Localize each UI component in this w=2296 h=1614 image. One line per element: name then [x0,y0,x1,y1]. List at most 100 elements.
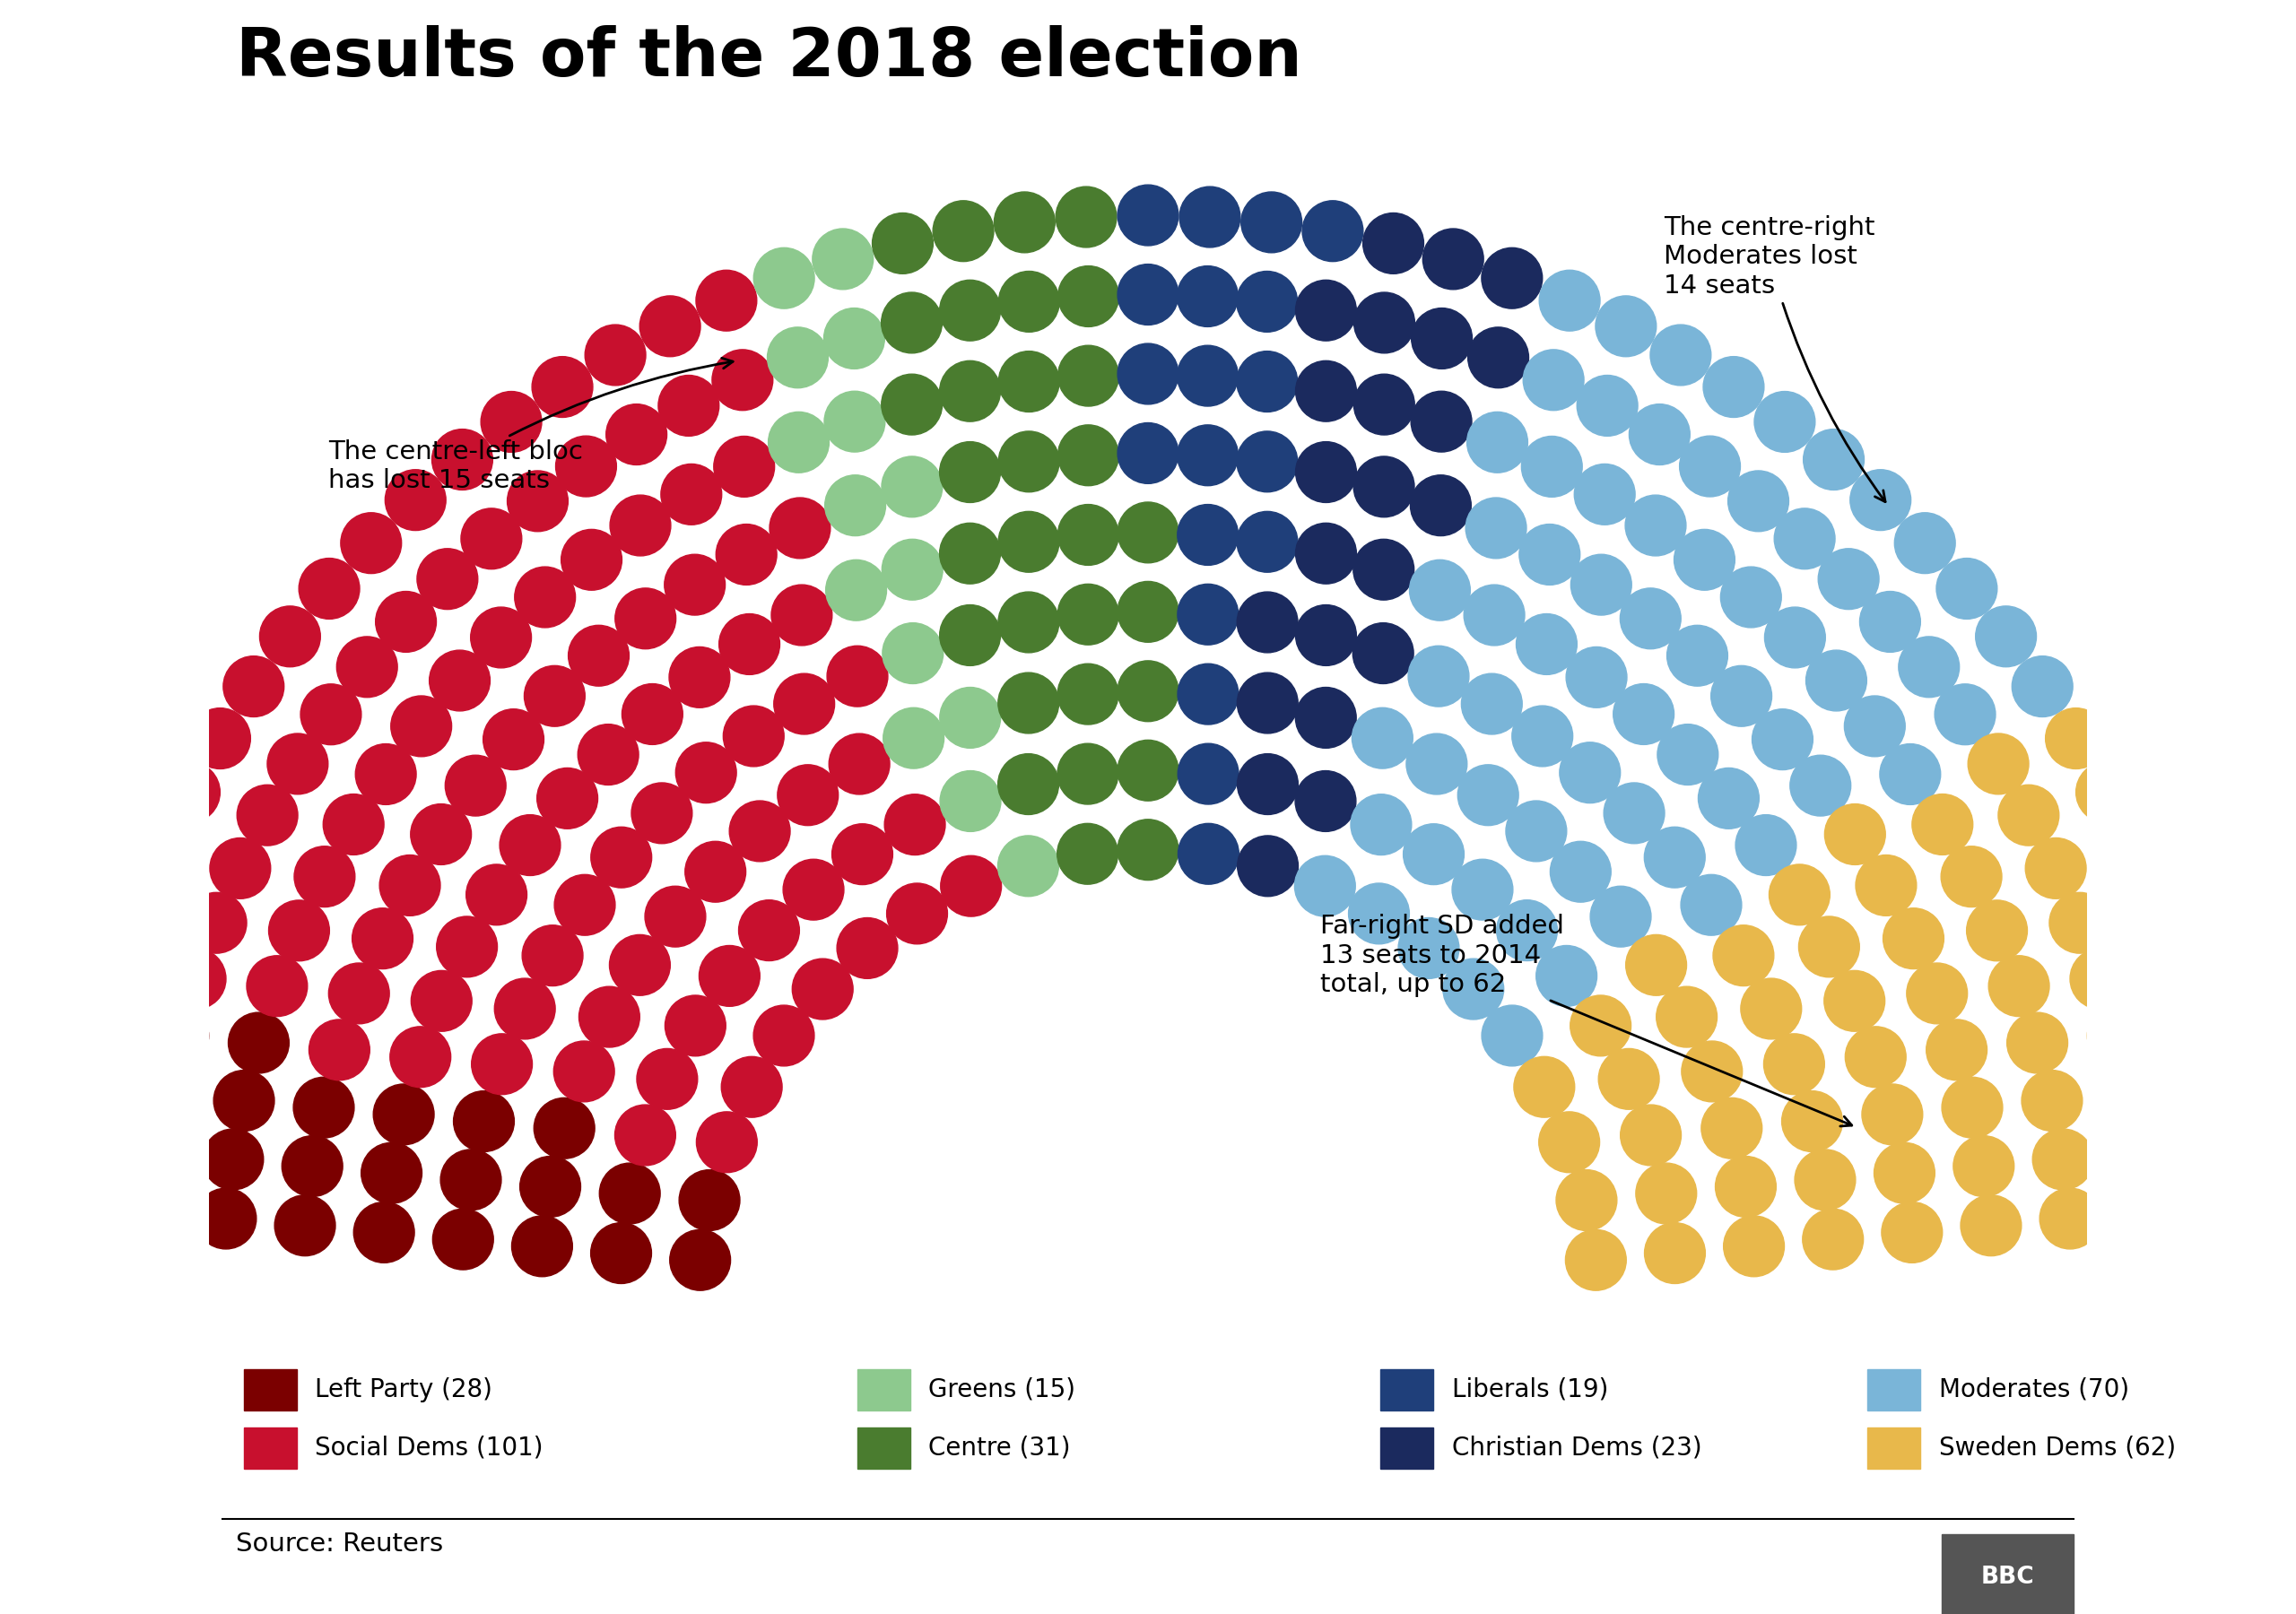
Circle shape [670,1230,730,1291]
Circle shape [466,865,526,925]
Circle shape [1770,865,1830,925]
Circle shape [1906,964,1968,1023]
Circle shape [792,959,854,1020]
Circle shape [1968,901,2027,960]
Circle shape [1724,1215,1784,1277]
Circle shape [771,584,831,646]
Circle shape [714,436,774,497]
Circle shape [354,1202,413,1262]
Circle shape [774,673,836,734]
Circle shape [716,525,776,584]
Circle shape [1942,1077,2002,1138]
Circle shape [1238,352,1297,412]
Circle shape [1596,295,1655,357]
Circle shape [1178,345,1238,407]
Circle shape [1295,362,1357,421]
Circle shape [2112,1122,2172,1183]
Circle shape [1699,768,1759,828]
Circle shape [1412,308,1472,370]
Circle shape [223,655,285,717]
Circle shape [2039,1188,2101,1249]
Circle shape [730,801,790,862]
Circle shape [723,705,783,767]
Circle shape [1621,587,1681,649]
Circle shape [1295,771,1357,831]
Circle shape [1936,558,1998,620]
Circle shape [147,1006,209,1067]
Circle shape [356,744,416,805]
Circle shape [2101,1064,2163,1125]
Circle shape [2165,991,2227,1052]
Circle shape [882,539,944,600]
Circle shape [1410,475,1472,536]
Circle shape [939,771,1001,831]
Circle shape [696,1112,758,1173]
Circle shape [939,605,1001,665]
Circle shape [1651,324,1711,386]
Circle shape [1825,804,1885,865]
Circle shape [1118,265,1178,324]
Circle shape [824,475,886,536]
Circle shape [999,836,1058,896]
Circle shape [1058,663,1118,725]
Circle shape [1520,525,1580,584]
Circle shape [1818,549,1878,610]
Circle shape [1238,592,1297,652]
Circle shape [1424,229,1483,289]
Circle shape [1570,996,1630,1056]
Circle shape [186,893,246,954]
Circle shape [829,734,891,794]
Circle shape [1681,875,1743,936]
Circle shape [1883,909,1945,968]
Circle shape [2179,1052,2241,1112]
Circle shape [1355,457,1414,516]
Circle shape [939,442,1001,502]
Circle shape [1118,741,1178,801]
Circle shape [1795,1149,1855,1210]
Circle shape [684,841,746,902]
Circle shape [1355,292,1414,353]
Circle shape [1954,1136,2014,1196]
Circle shape [1968,733,2030,794]
Circle shape [158,762,220,823]
Circle shape [519,1156,581,1217]
Circle shape [202,1128,264,1190]
Circle shape [659,376,719,436]
Circle shape [2076,762,2138,823]
Circle shape [1855,855,1917,915]
Circle shape [1899,636,1958,697]
Circle shape [1704,357,1763,418]
Circle shape [1295,442,1357,502]
Circle shape [2119,1181,2179,1243]
Bar [856,1369,909,1411]
Circle shape [886,883,948,944]
Text: Social Dems (101): Social Dems (101) [315,1435,544,1461]
Circle shape [1118,344,1178,404]
Circle shape [932,200,994,261]
Circle shape [882,457,941,516]
Circle shape [1451,859,1513,920]
Circle shape [108,875,168,935]
Circle shape [471,607,530,668]
Circle shape [482,709,544,770]
Circle shape [1701,1098,1761,1159]
Circle shape [611,495,670,555]
Text: The centre-left bloc
has lost 15 seats: The centre-left bloc has lost 15 seats [328,358,732,494]
Circle shape [514,567,576,628]
Circle shape [1880,744,1940,805]
Circle shape [783,859,845,920]
Circle shape [1238,271,1297,332]
Circle shape [2050,893,2110,954]
Circle shape [1242,192,1302,253]
Circle shape [999,754,1058,815]
Circle shape [2020,1070,2082,1131]
Circle shape [1894,513,1956,573]
Circle shape [1736,815,1795,875]
Circle shape [266,733,328,794]
Circle shape [999,271,1058,332]
Circle shape [432,1209,494,1270]
Circle shape [1566,1230,1626,1291]
Circle shape [1058,266,1118,326]
Circle shape [999,352,1058,412]
Circle shape [214,1070,276,1131]
